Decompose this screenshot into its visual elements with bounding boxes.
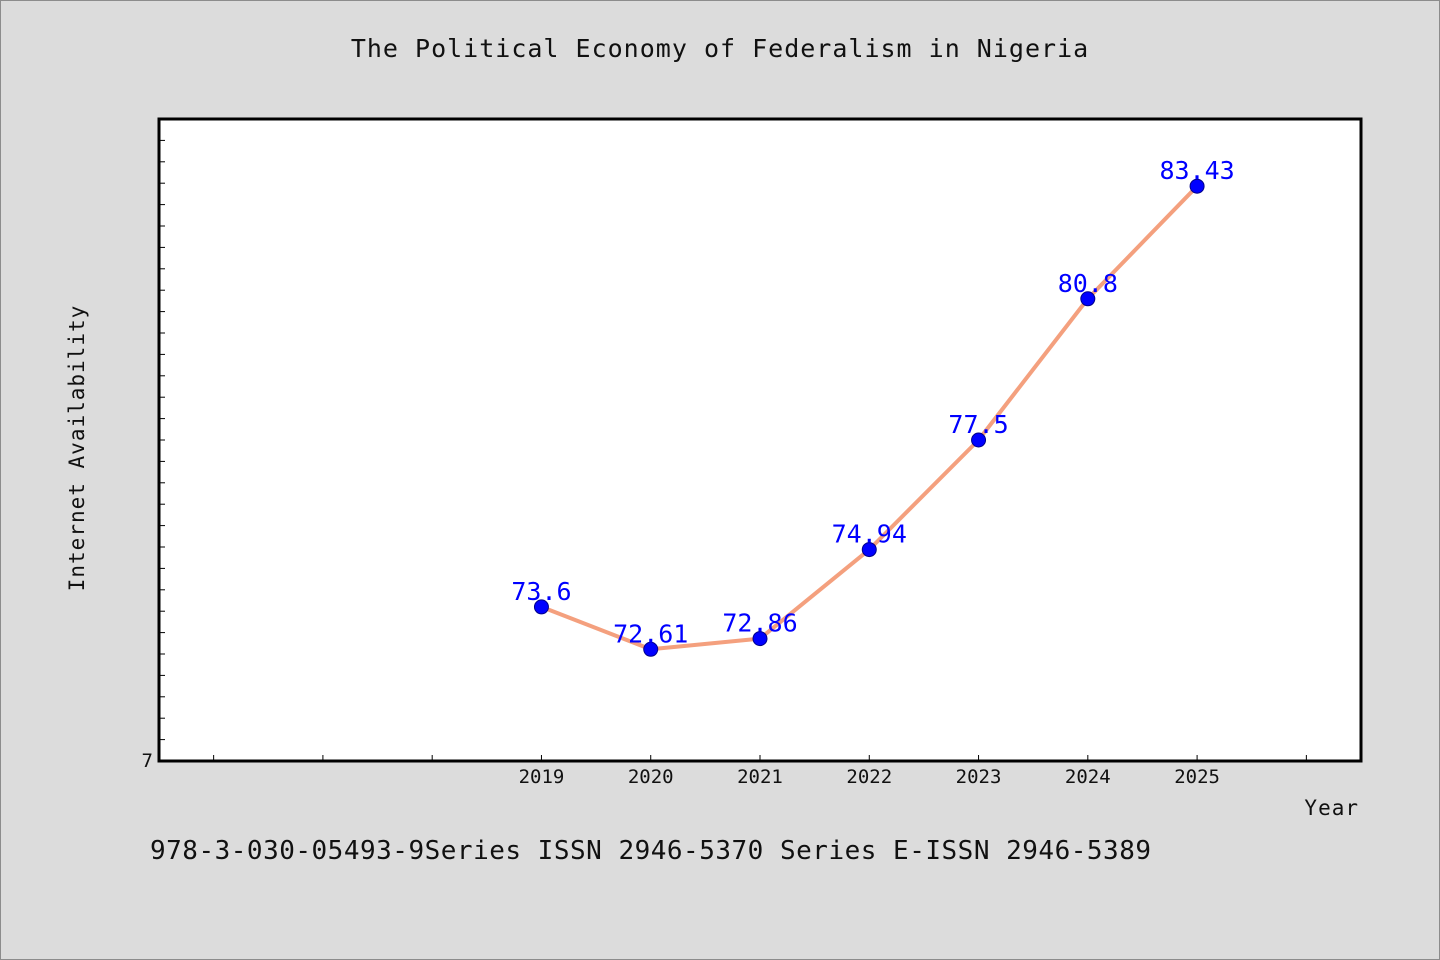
x-tick-label: 2025 bbox=[1174, 766, 1220, 788]
x-tick-label: 2019 bbox=[519, 766, 565, 788]
y-tick-label: 7 bbox=[142, 750, 153, 772]
x-tick-label: 2020 bbox=[628, 766, 674, 788]
x-axis-label: Year bbox=[1304, 796, 1359, 820]
chart-title: The Political Economy of Federalism in N… bbox=[350, 34, 1090, 63]
data-point bbox=[1080, 291, 1096, 307]
data-point bbox=[861, 542, 877, 558]
y-axis-label: Internet Availability bbox=[65, 304, 89, 592]
data-point bbox=[752, 631, 768, 647]
x-axis-ticks: 2019 2020 2021 2022 2023 2024 2025 bbox=[213, 755, 1307, 788]
data-markers bbox=[533, 178, 1205, 657]
footer-isbn-issn: 978-3-030-05493-9Series ISSN 2946-5370 S… bbox=[150, 836, 1152, 866]
data-label: 80.8 bbox=[1058, 269, 1118, 298]
x-tick-label: 2023 bbox=[956, 766, 1002, 788]
data-label: 72.86 bbox=[722, 609, 797, 638]
x-tick-label: 2021 bbox=[737, 766, 783, 788]
data-label: 77.5 bbox=[948, 410, 1008, 439]
x-tick-label: 2024 bbox=[1065, 766, 1111, 788]
data-label: 72.61 bbox=[613, 619, 688, 648]
data-point bbox=[533, 599, 549, 615]
data-labels: 73.6 72.61 72.86 74.94 77.5 80.8 83.43 bbox=[511, 156, 1234, 648]
x-tick-label: 2022 bbox=[846, 766, 892, 788]
data-point bbox=[1189, 178, 1205, 194]
y-axis-ticks: 7 bbox=[142, 139, 165, 772]
data-label: 83.43 bbox=[1159, 156, 1234, 185]
data-point bbox=[971, 432, 987, 448]
plot-area bbox=[157, 117, 1363, 763]
data-label: 74.94 bbox=[832, 520, 907, 549]
data-label: 73.6 bbox=[511, 577, 571, 606]
data-point bbox=[643, 641, 659, 657]
